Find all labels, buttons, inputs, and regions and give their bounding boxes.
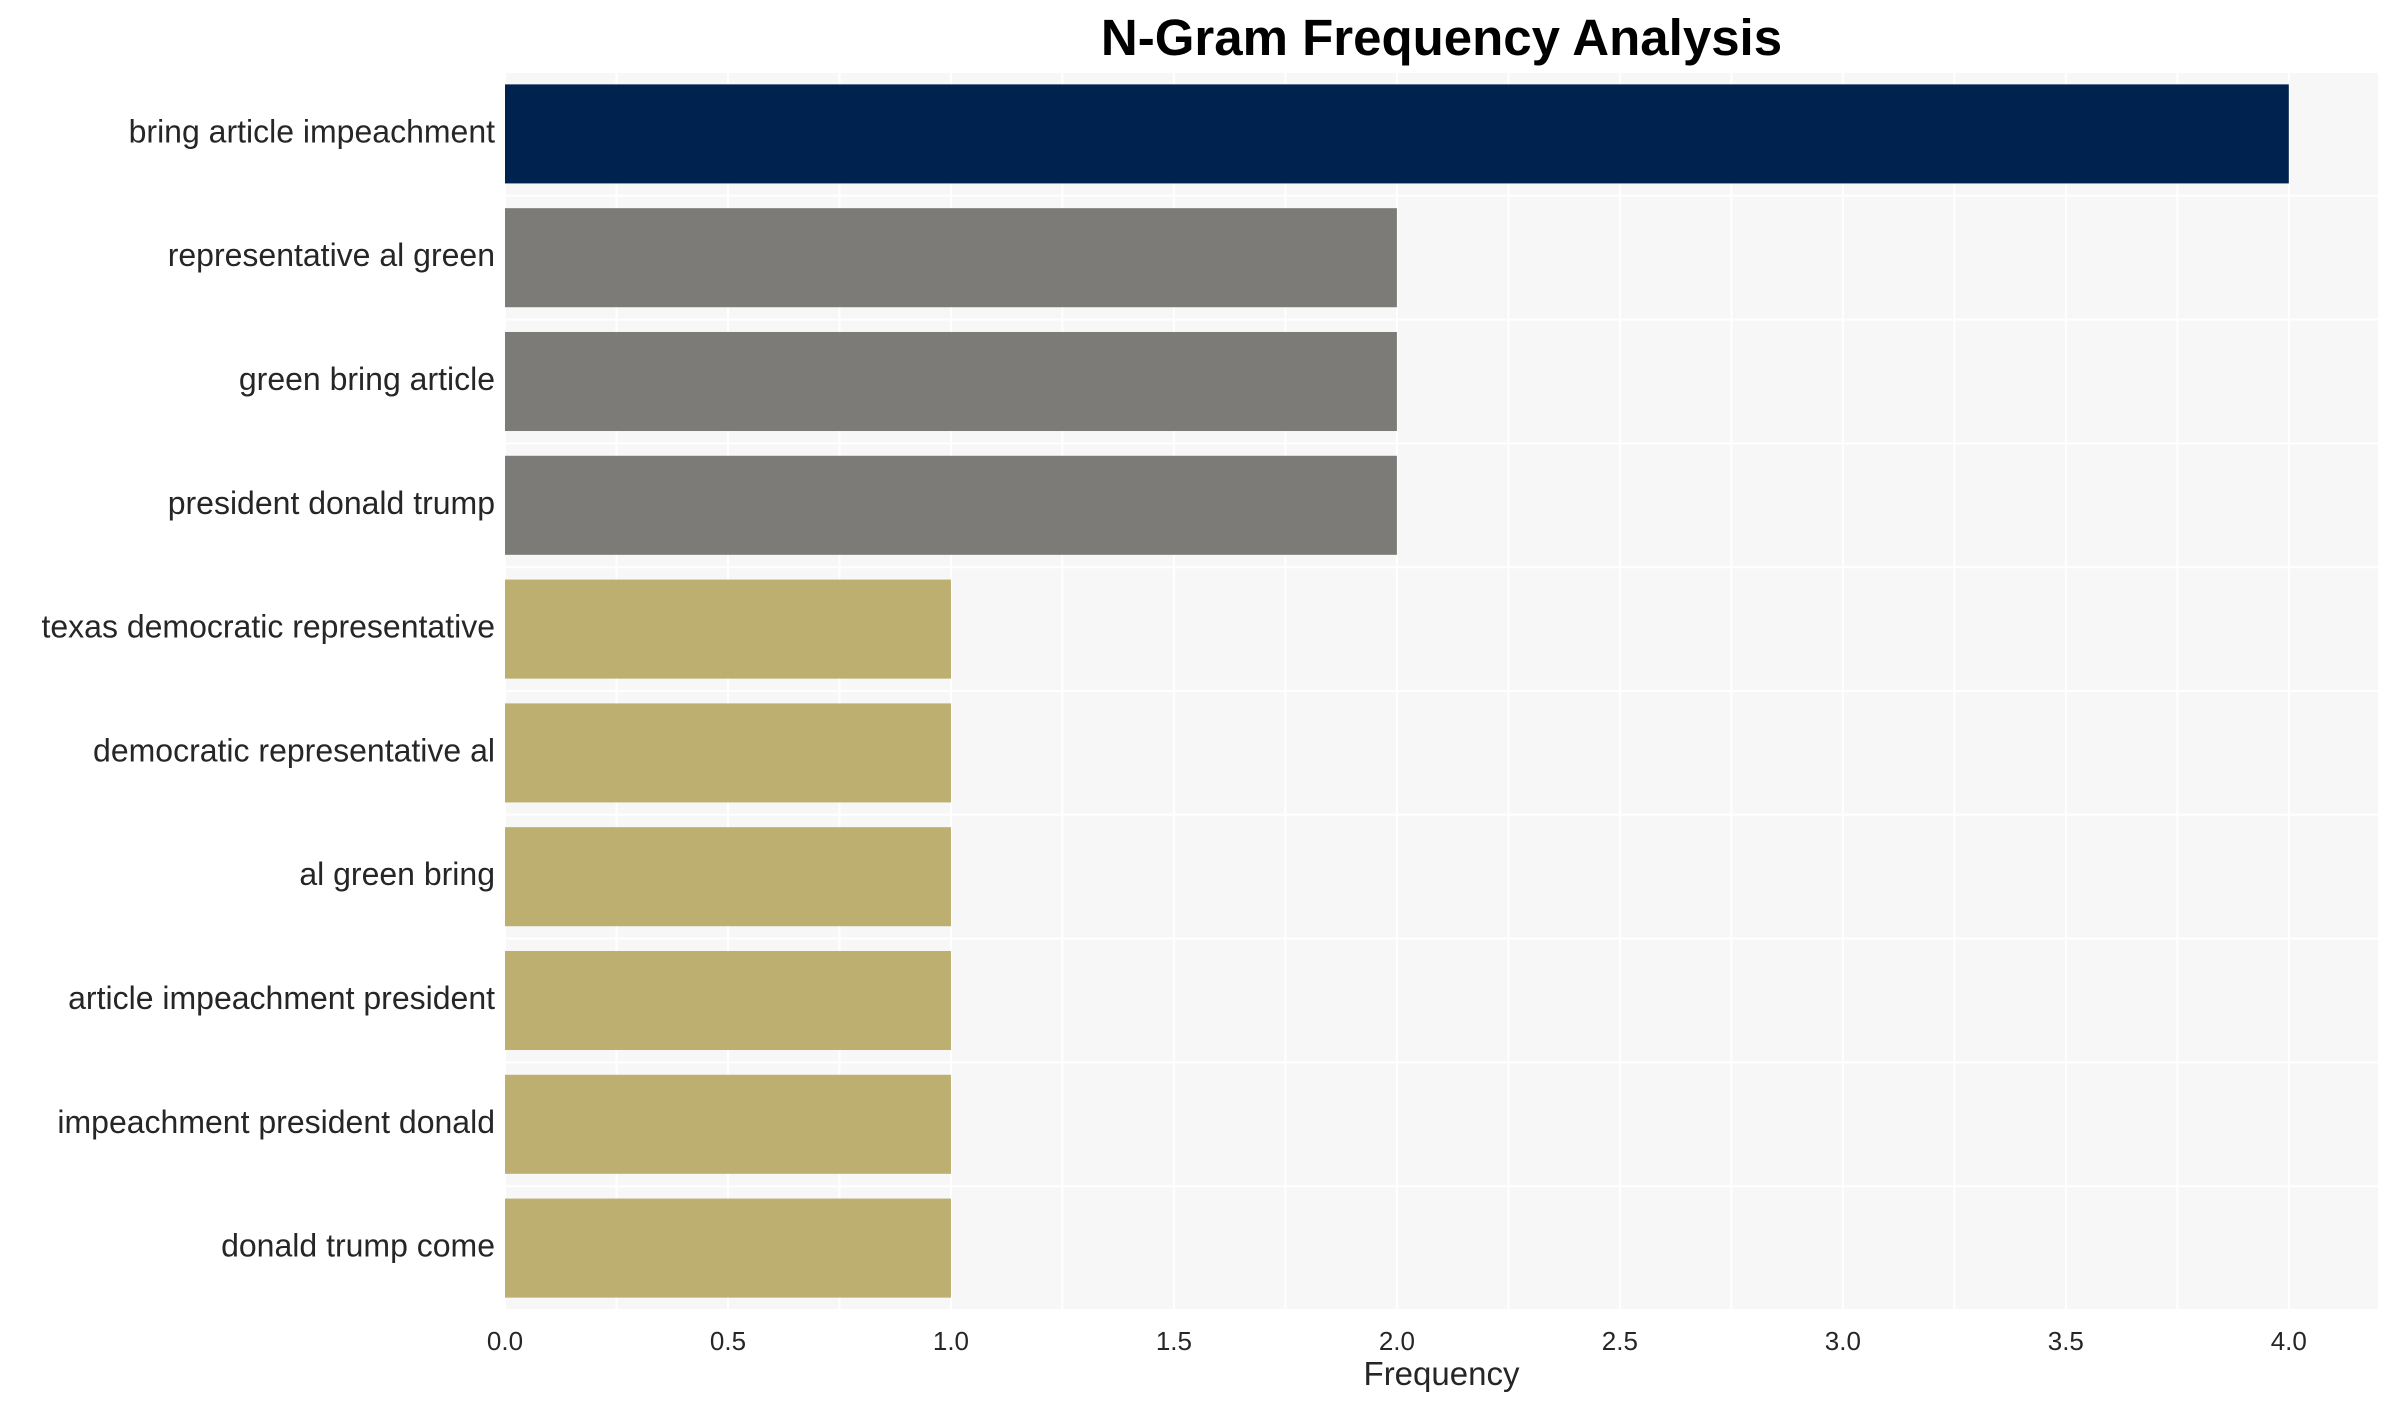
x-tick-label: 3.5 (2048, 1326, 2084, 1356)
x-tick-label: 3.0 (1825, 1326, 1861, 1356)
chart-title: N-Gram Frequency Analysis (1101, 9, 1782, 66)
bar (505, 208, 1397, 308)
category-label: donald trump come (221, 1228, 495, 1264)
category-label: representative al green (168, 237, 495, 273)
x-axis-label: Frequency (1364, 1355, 1520, 1392)
x-tick-label: 0.0 (487, 1326, 523, 1356)
category-label: article impeachment president (68, 980, 495, 1016)
bars (505, 84, 2289, 1298)
category-label: democratic representative al (93, 732, 495, 768)
category-label: green bring article (239, 361, 495, 397)
category-labels: bring article impeachment representative … (41, 113, 495, 1263)
bar (505, 1074, 951, 1174)
bar (505, 950, 951, 1051)
bar (505, 827, 951, 927)
bar (505, 1198, 951, 1298)
x-tick-label: 1.0 (933, 1326, 969, 1356)
category-label: bring article impeachment (129, 113, 496, 149)
bar (505, 579, 951, 679)
x-tick-labels: 0.0 0.5 1.0 1.5 2.0 2.5 3.0 3.5 4.0 (487, 1326, 2307, 1356)
category-label: texas democratic representative (41, 609, 495, 645)
bar (505, 703, 951, 803)
category-label: president donald trump (168, 485, 495, 521)
x-tick-label: 4.0 (2271, 1326, 2307, 1356)
category-label: impeachment president donald (57, 1104, 495, 1140)
x-tick-label: 0.5 (710, 1326, 746, 1356)
x-tick-label: 2.0 (1379, 1326, 1415, 1356)
x-tick-label: 1.5 (1156, 1326, 1192, 1356)
bar (505, 455, 1397, 555)
bar (505, 331, 1397, 432)
x-tick-label: 2.5 (1602, 1326, 1638, 1356)
bar (505, 84, 2289, 184)
category-label: al green bring (299, 856, 495, 892)
